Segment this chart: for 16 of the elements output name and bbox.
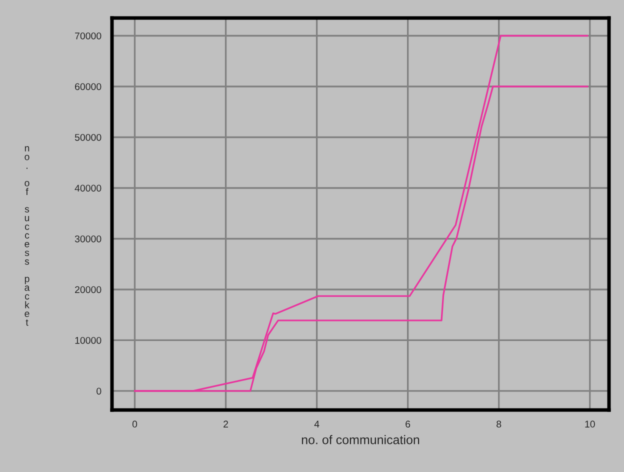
x-tick-label: 10 — [585, 420, 595, 428]
y-tick-label: 20000 — [75, 286, 102, 294]
x-axis-title: no. of communication — [302, 435, 420, 444]
text: no. of success packet — [24, 146, 30, 326]
y-tick-label: 70000 — [75, 32, 102, 40]
x-tick-label: 0 — [132, 420, 138, 428]
x-tick-label: 6 — [406, 420, 410, 428]
y-tick-label: 40000 — [74, 184, 102, 192]
x-tick-label: 2 — [224, 420, 228, 428]
x-tick-label: 8 — [496, 420, 502, 428]
y-tick-label: 30000 — [74, 235, 102, 242]
y-tick-label: 10000 — [75, 336, 102, 344]
y-tick-label: 50000 — [74, 134, 102, 141]
x-tick-label: 4 — [314, 420, 320, 428]
y-tick-label: 60000 — [75, 83, 102, 90]
y-tick-label: 0 — [96, 388, 102, 395]
